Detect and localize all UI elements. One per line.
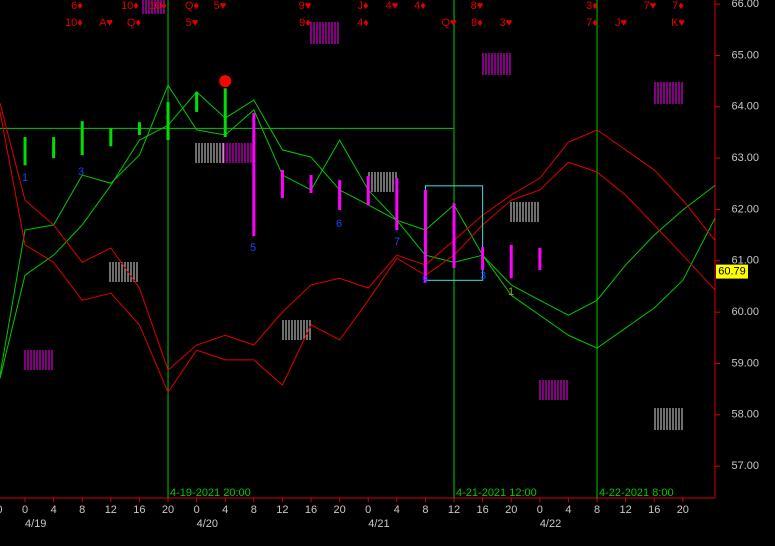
date-label: 4/22 xyxy=(540,518,561,530)
x-tick-label: 0 xyxy=(365,504,371,516)
x-tick-label: 20 xyxy=(0,504,3,516)
date-line-label: 4-22-2021 8:00 xyxy=(599,487,674,499)
card-label: 5♥ xyxy=(214,0,227,12)
wave-label: 1 xyxy=(22,172,28,184)
card-label: 9♦ xyxy=(299,17,311,29)
card-label: 10♦ xyxy=(149,0,167,12)
y-tick-label: 63.00 xyxy=(731,152,759,164)
x-tick-label: 12 xyxy=(105,504,117,516)
x-tick-label: 8 xyxy=(79,504,85,516)
card-label: Q♦ xyxy=(127,17,142,29)
x-tick-label: 16 xyxy=(133,504,145,516)
x-tick-label: 12 xyxy=(620,504,632,516)
card-label: 4♦ xyxy=(414,0,426,12)
x-tick-label: 12 xyxy=(448,504,460,516)
date-line-label: 4-19-2021 20:00 xyxy=(170,487,251,499)
y-tick-label: 65.00 xyxy=(731,49,759,61)
date-label: 4/21 xyxy=(368,518,389,530)
card-label: 3♥ xyxy=(500,17,513,29)
card-label: 4♥ xyxy=(386,0,399,12)
x-tick-label: 0 xyxy=(22,504,28,516)
wave-label: 6 xyxy=(336,218,342,230)
x-tick-label: 8 xyxy=(422,504,428,516)
card-label: J♦ xyxy=(357,0,369,12)
card-label: Q♦ xyxy=(185,0,200,12)
last-price-label: 60.79 xyxy=(718,265,746,277)
card-label: 3♦ xyxy=(586,0,598,12)
y-tick-label: 59.00 xyxy=(731,357,759,369)
card-label: 10♦ xyxy=(65,17,83,29)
card-label: 5♥ xyxy=(186,17,199,29)
date-label: 4/20 xyxy=(197,518,218,530)
x-tick-label: 12 xyxy=(276,504,288,516)
x-tick-label: 4 xyxy=(394,504,400,516)
x-tick-label: 8 xyxy=(594,504,600,516)
x-tick-label: 4 xyxy=(51,504,57,516)
signal-dot xyxy=(219,75,232,88)
x-tick-label: 20 xyxy=(677,504,689,516)
card-label: J♥ xyxy=(615,17,627,29)
y-tick-label: 60.00 xyxy=(731,306,759,318)
card-label: 9♥ xyxy=(299,0,312,12)
y-tick-label: 62.00 xyxy=(731,203,759,215)
x-tick-label: 4 xyxy=(565,504,571,516)
card-label: 6♦ xyxy=(71,0,83,12)
wave-label: 3 xyxy=(78,166,84,178)
y-tick-label: 58.00 xyxy=(731,409,759,421)
wave-label: 9 xyxy=(422,274,428,286)
x-tick-label: 8 xyxy=(251,504,257,516)
y-tick-label: 64.00 xyxy=(731,101,759,113)
card-label: K♥ xyxy=(671,17,685,29)
x-tick-label: 0 xyxy=(194,504,200,516)
x-tick-label: 16 xyxy=(305,504,317,516)
wave-label: 3 xyxy=(480,270,486,282)
date-label: 4/19 xyxy=(25,518,46,530)
x-tick-label: 20 xyxy=(162,504,174,516)
card-label: 8♦ xyxy=(471,17,483,29)
wave-label: 1 xyxy=(508,286,514,298)
card-label: 10♦ xyxy=(121,0,139,12)
wave-label: 7 xyxy=(394,236,400,248)
card-label: Q♥ xyxy=(441,17,456,29)
x-tick-label: 20 xyxy=(334,504,346,516)
card-label: 4♦ xyxy=(357,17,369,29)
x-tick-label: 4 xyxy=(222,504,228,516)
card-label: 7♦ xyxy=(586,17,598,29)
card-label: 7♦ xyxy=(672,0,684,12)
x-tick-label: 16 xyxy=(648,504,660,516)
date-line-label: 4-21-2021 12:00 xyxy=(456,487,537,499)
wave-label: 5 xyxy=(250,242,256,254)
y-tick-label: 61.00 xyxy=(731,255,759,267)
card-label: 7♥ xyxy=(644,0,657,12)
indicator-line xyxy=(0,91,716,379)
indicator-line xyxy=(0,111,716,394)
card-label: 8♥ xyxy=(471,0,484,12)
x-tick-label: 20 xyxy=(505,504,517,516)
y-tick-label: 66.00 xyxy=(731,0,759,10)
card-label: A♥ xyxy=(99,17,113,29)
x-tick-label: 0 xyxy=(537,504,543,516)
last-price-tag xyxy=(716,264,748,279)
indicator-line xyxy=(0,103,716,372)
y-tick-label: 57.00 xyxy=(731,460,759,472)
x-tick-label: 16 xyxy=(477,504,489,516)
